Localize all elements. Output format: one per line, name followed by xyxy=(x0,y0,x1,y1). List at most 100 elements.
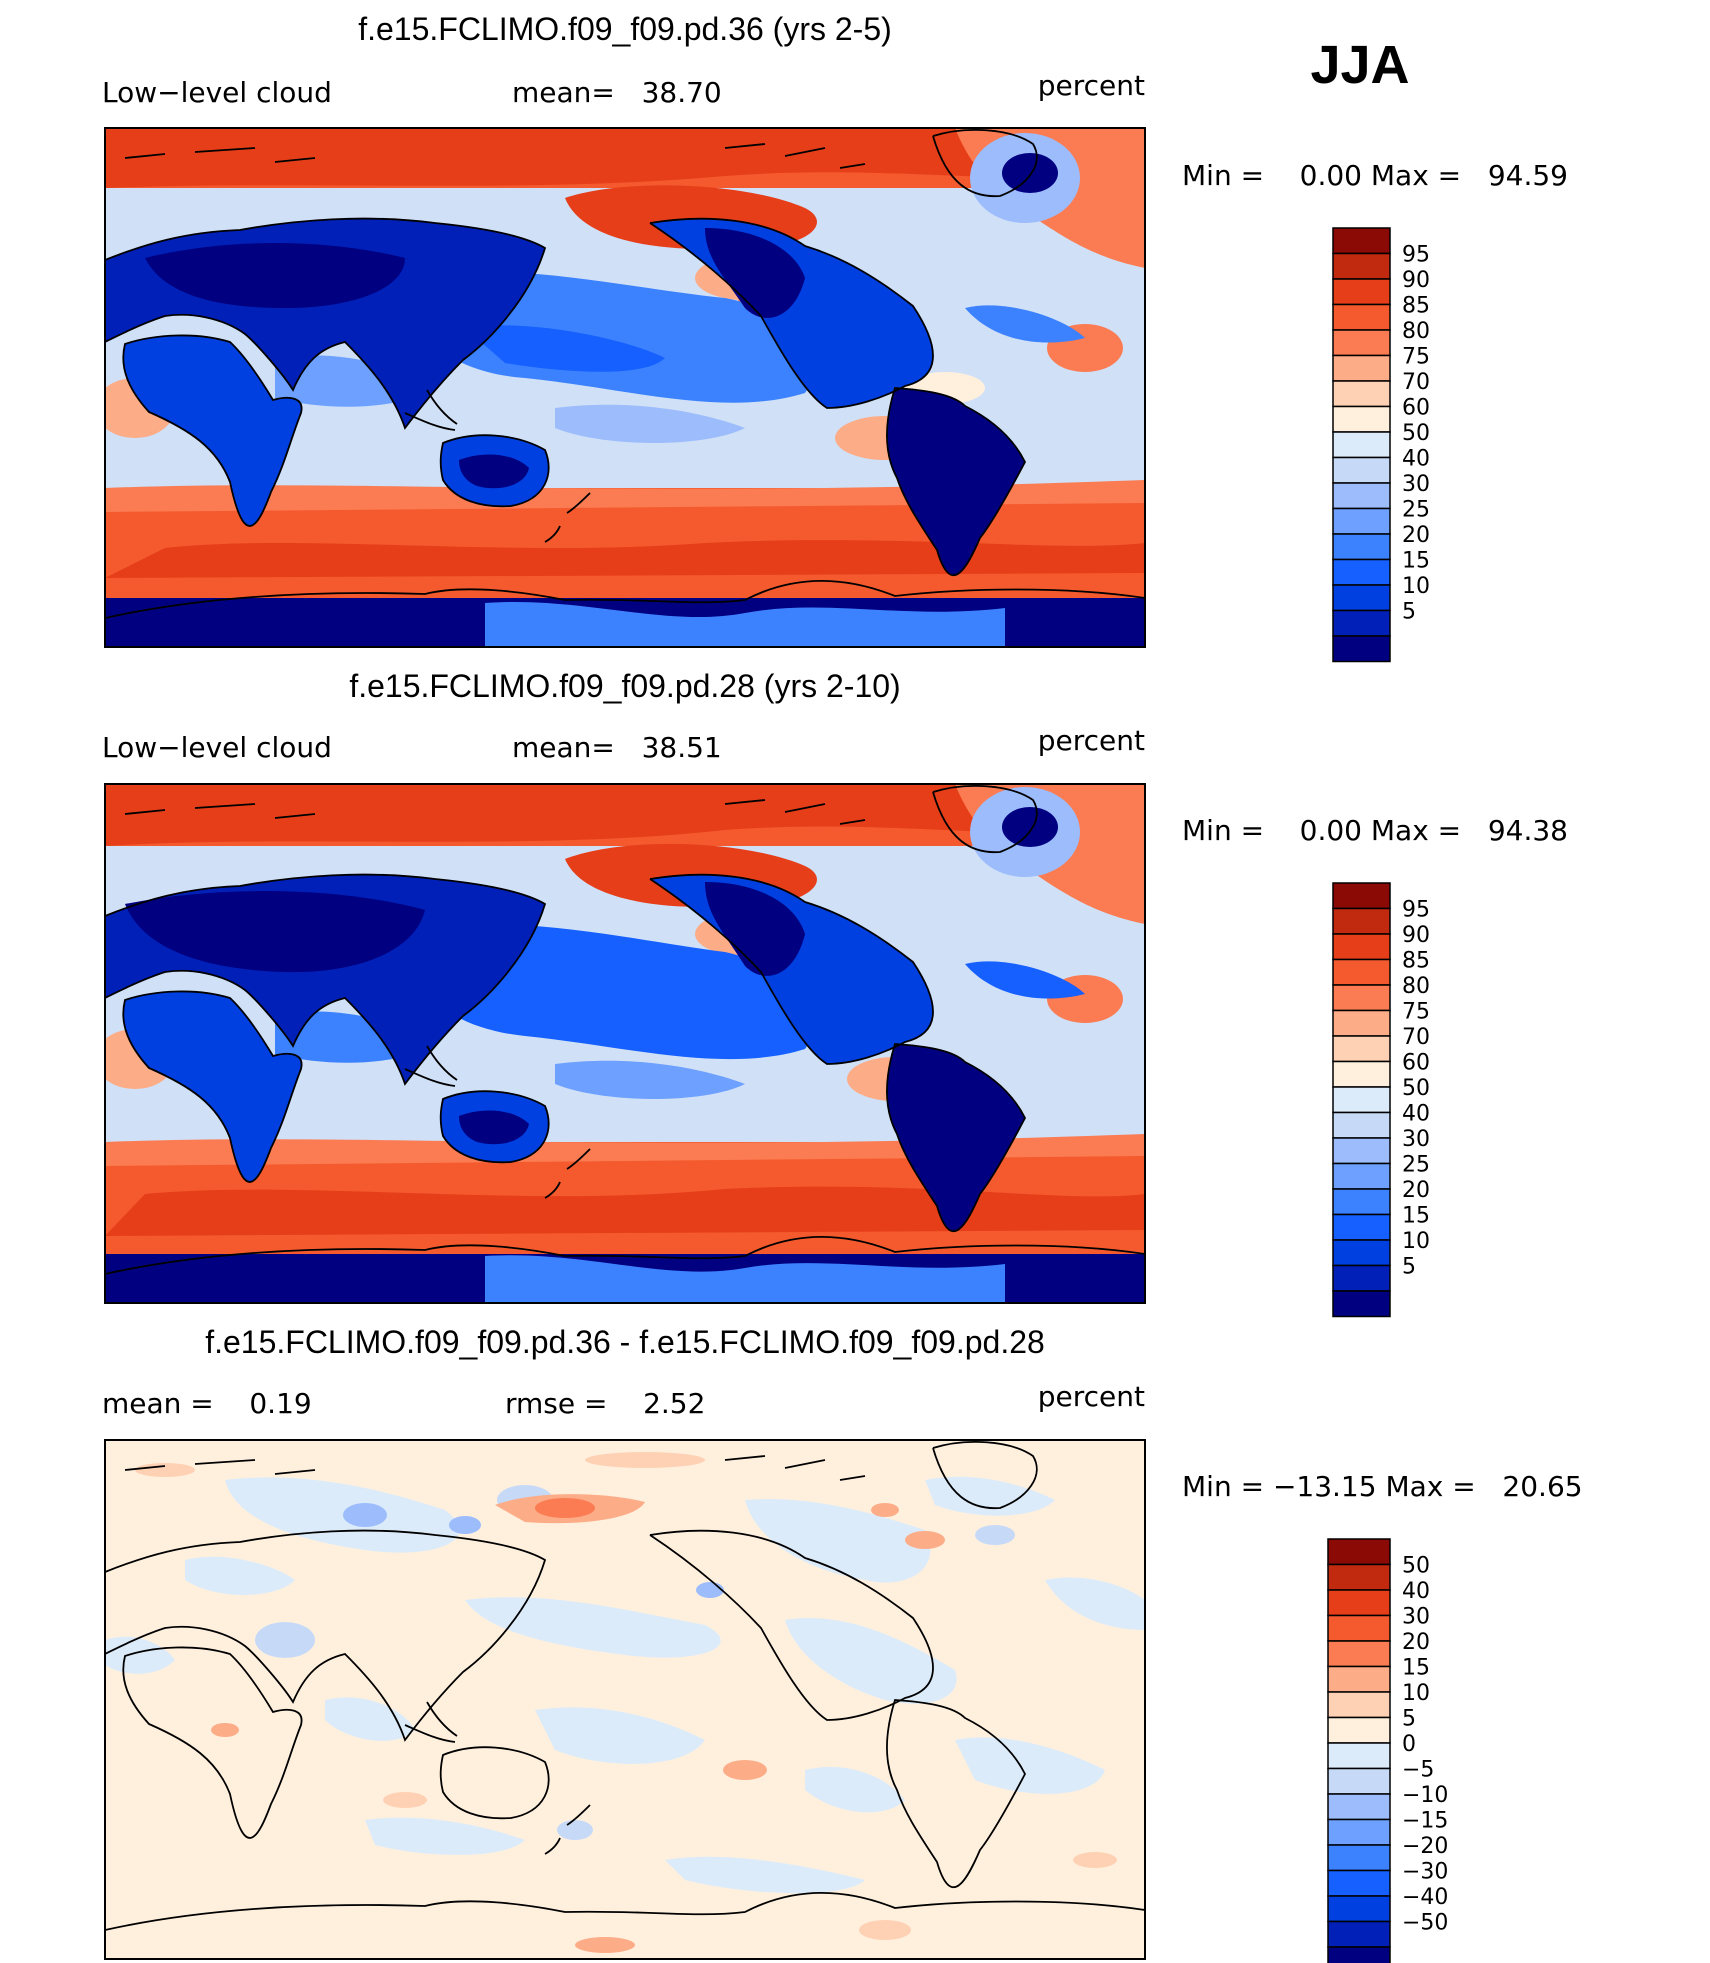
colorbar-tick-label: 30 xyxy=(1402,472,1430,497)
colorbar-tick-label: 60 xyxy=(1402,1051,1430,1076)
colorbar-swatch xyxy=(1327,1589,1391,1617)
colorbar-tick-label: 90 xyxy=(1402,923,1430,948)
panel-left-label: Low−level cloud xyxy=(102,76,332,109)
colorbar-swatch xyxy=(1332,1009,1391,1037)
panel-1: f.e15.FCLIMO.f09_f09.pd.36 (yrs 2-5) Low… xyxy=(102,11,1568,663)
colorbar-swatch xyxy=(1327,1920,1391,1948)
colorbar-tick-label: 10 xyxy=(1402,574,1430,599)
colorbar-swatch xyxy=(1332,1213,1391,1241)
colorbar-tick-label: 95 xyxy=(1402,898,1430,923)
colorbar-swatch xyxy=(1332,1060,1391,1088)
colorbar-swatch xyxy=(1332,1035,1391,1063)
colorbar-tick-label: 50 xyxy=(1402,421,1430,446)
colorbar-tick-label: 25 xyxy=(1402,1153,1430,1178)
colorbar-tick-label: 85 xyxy=(1402,294,1430,319)
min-max-label: Min = −13.15 Max = 20.65 xyxy=(1182,1470,1583,1503)
colorbar-swatch xyxy=(1332,907,1391,935)
colorbar-tick-label: −20 xyxy=(1402,1834,1448,1859)
colorbar-tick-label: −5 xyxy=(1402,1758,1434,1783)
colorbar-swatch xyxy=(1327,1869,1391,1897)
colorbar-swatch xyxy=(1327,1895,1391,1923)
colorbar-swatch xyxy=(1332,431,1391,459)
panel-units: percent xyxy=(1038,1380,1145,1413)
colorbar-swatch xyxy=(1332,507,1391,535)
colorbar-tick-label: 80 xyxy=(1402,319,1430,344)
colorbar-tick-label: 20 xyxy=(1402,523,1430,548)
colorbar-tick-label: 50 xyxy=(1402,1076,1430,1101)
colorbar-swatch xyxy=(1332,984,1391,1012)
colorbar-tick-label: 10 xyxy=(1402,1229,1430,1254)
colorbar-swatch xyxy=(1327,1742,1391,1770)
colorbar-tick-label: −40 xyxy=(1402,1885,1448,1910)
colorbar-swatch xyxy=(1332,303,1391,331)
panel-middle-label: mean= 38.70 xyxy=(512,76,722,109)
panel-units: percent xyxy=(1038,69,1145,102)
colorbar-swatch xyxy=(1327,1767,1391,1795)
colorbar-tick-label: 40 xyxy=(1402,1102,1430,1127)
panel-2: f.e15.FCLIMO.f09_f09.pd.28 (yrs 2-10) Lo… xyxy=(102,668,1568,1318)
colorbar-tick-label: 5 xyxy=(1402,600,1416,625)
colorbar-swatch xyxy=(1332,1239,1391,1267)
colorbar-swatch xyxy=(1332,456,1391,484)
colorbar-swatch xyxy=(1327,1563,1391,1591)
colorbar-swatch xyxy=(1332,1264,1391,1292)
colorbar-swatch xyxy=(1332,1111,1391,1139)
colorbar-tick-label: 20 xyxy=(1402,1178,1430,1203)
colorbar-swatch xyxy=(1327,1818,1391,1846)
colorbar-tick-label: 85 xyxy=(1402,949,1430,974)
colorbar-swatch xyxy=(1332,252,1391,280)
colorbar-tick-label: 15 xyxy=(1402,1204,1430,1229)
colorbar-tick-label: 80 xyxy=(1402,974,1430,999)
colorbar-swatch xyxy=(1327,1640,1391,1668)
colorbar-swatch xyxy=(1332,1290,1391,1318)
season-label: JJA xyxy=(1310,35,1409,95)
colorbar-swatch xyxy=(1332,1162,1391,1190)
colorbar-tick-label: 70 xyxy=(1402,370,1430,395)
colorbar-swatch xyxy=(1332,882,1391,910)
colorbar-tick-label: 95 xyxy=(1402,243,1430,268)
colorbar-tick-label: 10 xyxy=(1402,1681,1430,1706)
colorbar-swatch xyxy=(1327,1538,1391,1566)
colorbar-tick-label: −10 xyxy=(1402,1783,1448,1808)
panel-middle-label: mean= 38.51 xyxy=(512,731,722,764)
colorbar-tick-label: −50 xyxy=(1402,1911,1448,1936)
colorbar-swatch xyxy=(1332,380,1391,408)
colorbar-swatch xyxy=(1332,482,1391,510)
colorbar-swatch xyxy=(1327,1716,1391,1744)
colorbar-tick-label: −30 xyxy=(1402,1860,1448,1885)
map-field xyxy=(105,1440,1145,1959)
colorbar-swatch xyxy=(1332,958,1391,986)
colorbar-swatch xyxy=(1332,1086,1391,1114)
colorbar-swatch xyxy=(1332,1137,1391,1165)
map-frame xyxy=(104,127,1146,648)
colorbar-swatch xyxy=(1332,227,1391,255)
colorbar-tick-label: 60 xyxy=(1402,396,1430,421)
min-max-label: Min = 0.00 Max = 94.59 xyxy=(1182,159,1568,192)
panel-units: percent xyxy=(1038,724,1145,757)
colorbar-tick-label: 40 xyxy=(1402,447,1430,472)
colorbar-tick-label: −15 xyxy=(1402,1809,1448,1834)
colorbar-swatch xyxy=(1332,533,1391,561)
colorbar-swatch xyxy=(1332,329,1391,357)
panel-3: f.e15.FCLIMO.f09_f09.pd.36 - f.e15.FCLIM… xyxy=(102,1324,1583,1963)
colorbar-swatch xyxy=(1327,1665,1391,1693)
panel-title: f.e15.FCLIMO.f09_f09.pd.28 (yrs 2-10) xyxy=(349,668,900,704)
colorbar-swatch xyxy=(1327,1946,1391,1963)
colorbar-swatch xyxy=(1332,278,1391,306)
colorbar-swatch xyxy=(1332,558,1391,586)
colorbar-tick-label: 90 xyxy=(1402,268,1430,293)
colorbar-swatch xyxy=(1332,1188,1391,1216)
colorbar-tick-label: 15 xyxy=(1402,1656,1430,1681)
colorbar-tick-label: 25 xyxy=(1402,498,1430,523)
colorbar-tick-label: 15 xyxy=(1402,549,1430,574)
colorbar-swatch xyxy=(1332,405,1391,433)
colorbar-tick-label: 75 xyxy=(1402,345,1430,370)
panel-left-label: Low−level cloud xyxy=(102,731,332,764)
colorbar-swatch xyxy=(1327,1691,1391,1719)
map-field xyxy=(105,128,1145,647)
colorbar-swatch xyxy=(1327,1793,1391,1821)
